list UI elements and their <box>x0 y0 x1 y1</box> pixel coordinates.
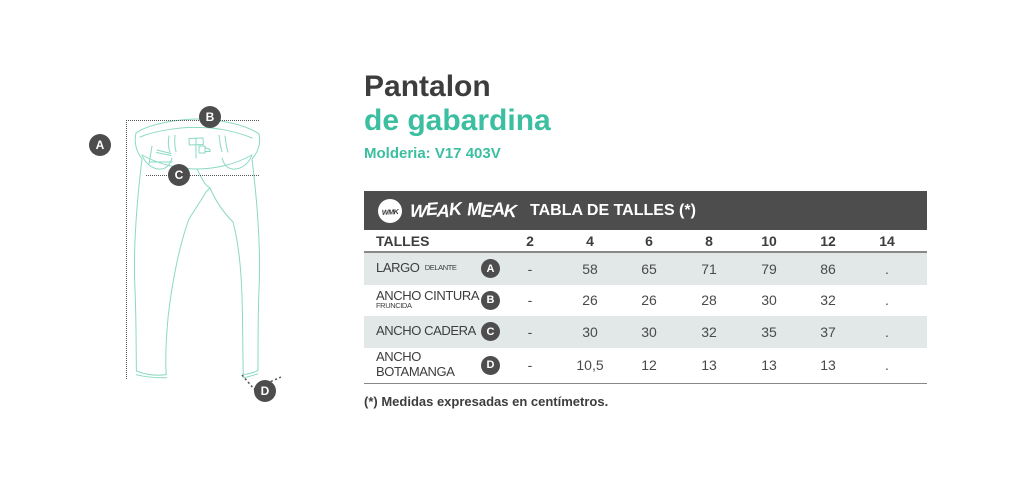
svg-text:WMK: WMK <box>382 207 400 217</box>
